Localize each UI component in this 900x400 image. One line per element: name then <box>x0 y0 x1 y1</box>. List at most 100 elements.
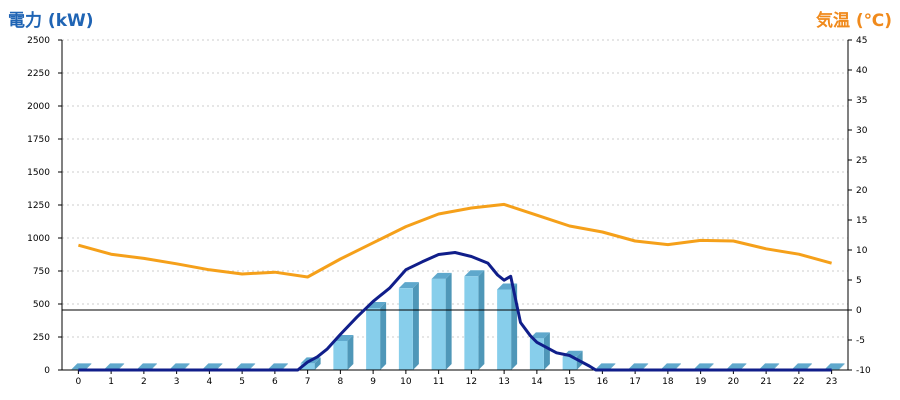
bar-top <box>595 363 616 370</box>
bar-side <box>216 363 223 370</box>
bar-side <box>773 363 780 370</box>
bar-side <box>674 363 681 370</box>
x-tick-label: 7 <box>305 377 311 387</box>
left-tick-label: 2500 <box>27 36 50 46</box>
left-tick-label: 250 <box>33 333 50 343</box>
axis-layer <box>58 39 852 374</box>
right-tick-label: 25 <box>856 156 867 166</box>
bar-top <box>628 363 649 370</box>
bar-side <box>478 270 485 370</box>
bar-side <box>380 301 387 370</box>
bar-top <box>71 363 92 370</box>
right-tick-label: 5 <box>856 276 862 286</box>
x-tick-label: 3 <box>174 377 180 387</box>
x-tick-label: 8 <box>338 377 344 387</box>
bar-top <box>791 363 812 370</box>
x-tick-label: 12 <box>466 377 477 387</box>
bar <box>497 289 512 370</box>
left-tick-label: 500 <box>33 300 50 310</box>
bar-side <box>183 363 190 370</box>
x-tick-label: 15 <box>564 377 575 387</box>
x-tick-label: 18 <box>662 377 674 387</box>
bar-side <box>118 363 125 370</box>
bar-side <box>838 363 845 370</box>
x-tick-label: 0 <box>76 377 82 387</box>
bar-side <box>740 363 747 370</box>
left-tick-label: 2250 <box>27 69 50 79</box>
x-tick-label: 6 <box>272 377 278 387</box>
x-tick-label: 10 <box>400 377 412 387</box>
right-tick-label: 45 <box>856 36 867 46</box>
bar <box>366 307 381 370</box>
right-tick-label: -10 <box>856 366 871 376</box>
right-tick-label: 40 <box>856 66 868 76</box>
left-tick-label: 2000 <box>27 102 50 112</box>
x-tick-label: 1 <box>108 377 114 387</box>
x-tick-label: 9 <box>370 377 376 387</box>
bar-side <box>543 332 550 370</box>
x-tick-label: 2 <box>141 377 147 387</box>
x-tick-label: 20 <box>728 377 740 387</box>
bar-top <box>693 363 714 370</box>
power-line <box>78 251 832 372</box>
right-tick-label: 30 <box>856 126 868 136</box>
bar-side <box>85 363 92 370</box>
left-tick-label: 1500 <box>27 168 50 178</box>
bar-top <box>169 363 190 370</box>
bar-side <box>642 363 649 370</box>
bar-side <box>281 363 288 370</box>
x-tick-label: 19 <box>695 377 707 387</box>
x-tick-label: 17 <box>629 377 640 387</box>
right-tick-label: 35 <box>856 96 867 106</box>
bar-side <box>314 357 321 370</box>
bar <box>431 278 446 370</box>
bar-top <box>398 282 419 289</box>
bar-top <box>235 363 256 370</box>
right-tick-label: 20 <box>856 186 868 196</box>
left-tick-label: 1750 <box>27 135 50 145</box>
bar-layer <box>71 270 845 370</box>
grid-layer <box>62 39 848 338</box>
bar-side <box>412 282 419 370</box>
bar-side <box>150 363 157 370</box>
x-tick-label: 13 <box>498 377 509 387</box>
bar <box>333 340 348 370</box>
left-tick-label: 1000 <box>27 234 50 244</box>
bar-top <box>660 363 681 370</box>
bar-side <box>249 363 256 370</box>
bar-top <box>202 363 223 370</box>
right-axis-title: 気温 (℃) <box>815 11 892 31</box>
right-tick-label: 10 <box>856 246 868 256</box>
bar-side <box>707 363 714 370</box>
left-tick-label: 750 <box>33 267 50 277</box>
bar <box>529 338 544 370</box>
bar-top <box>104 363 125 370</box>
bar-top <box>136 363 157 370</box>
bar <box>562 356 577 370</box>
x-tick-label: 16 <box>597 377 609 387</box>
bar-top <box>267 363 288 370</box>
bar-top <box>431 272 452 279</box>
right-tick-label: 15 <box>856 216 867 226</box>
bar-side <box>805 363 812 370</box>
bar-top <box>759 363 780 370</box>
bar <box>464 276 479 370</box>
x-tick-label: 22 <box>793 377 804 387</box>
left-tick-label: 1250 <box>27 201 50 211</box>
bar-top <box>529 332 550 339</box>
x-tick-label: 11 <box>433 377 444 387</box>
bar-side <box>445 272 452 370</box>
x-tick-label: 5 <box>239 377 245 387</box>
label-layer: 0 250 500 750 1000 1250 1500 1750 2000 2250 2500 -1… <box>27 36 871 387</box>
bar-top <box>726 363 747 370</box>
bar-top <box>464 270 485 277</box>
x-tick-label: 4 <box>207 377 213 387</box>
bar-top <box>824 363 845 370</box>
x-tick-label: 14 <box>531 377 543 387</box>
bar <box>300 363 315 370</box>
right-tick-label: -5 <box>856 336 865 346</box>
bar <box>398 288 413 370</box>
left-axis-title: 電力 (kW) <box>8 11 94 31</box>
x-tick-label: 23 <box>826 377 837 387</box>
